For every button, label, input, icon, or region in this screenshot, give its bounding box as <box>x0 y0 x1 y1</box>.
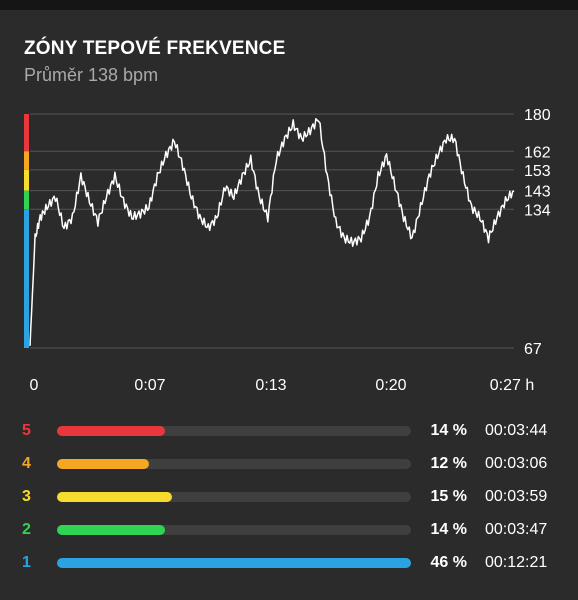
chart-title: ZÓNY TEPOVÉ FREKVENCE <box>24 38 286 59</box>
zone-duration: 00:03:47 <box>485 521 548 538</box>
zone-progress-track <box>57 492 411 502</box>
zone-row-3: 3 15 % 00:03:59 <box>0 485 578 509</box>
zone-duration: 00:12:21 <box>485 554 548 571</box>
y-tick-label: 153 <box>524 163 551 180</box>
zone-strip-segment <box>24 190 29 210</box>
x-axis-ticks: 0 0:07 0:13 0:20 0:27 h <box>30 377 535 394</box>
zone-percent: 12 % <box>430 455 467 472</box>
heart-rate-line-group <box>29 118 515 346</box>
zone-row-4: 4 12 % 00:03:06 <box>0 452 578 476</box>
zone-progress-track <box>57 558 411 568</box>
x-tick-label: 0:13 <box>255 377 286 394</box>
zone-row-1: 1 46 % 00:12:21 <box>0 551 578 575</box>
zone-number: 2 <box>22 521 31 538</box>
average-heart-rate: Průměr 138 bpm <box>24 65 159 85</box>
zone-row-2: 2 14 % 00:03:47 <box>0 518 578 542</box>
zone-number: 1 <box>22 554 31 571</box>
x-tick-label: 0:27 h <box>490 377 534 394</box>
zone-number: 4 <box>22 455 31 472</box>
zone-percent: 46 % <box>430 554 467 571</box>
zone-row-5: 5 14 % 00:03:44 <box>0 419 578 443</box>
x-tick-label: 0 <box>30 377 39 394</box>
zone-duration: 00:03:06 <box>485 455 548 472</box>
zone-strip-segment <box>24 151 29 170</box>
zone-progress-fill <box>57 426 165 436</box>
zone-color-strip <box>24 114 29 348</box>
zone-progress-fill <box>57 558 411 568</box>
zone-strip-segment <box>24 169 29 191</box>
status-bar-strip <box>0 0 578 10</box>
zone-percent: 14 % <box>430 521 467 538</box>
y-tick-label: 180 <box>524 107 551 124</box>
zone-number: 3 <box>22 488 31 505</box>
zone-percent: 14 % <box>430 422 467 439</box>
zone-progress-track <box>57 525 411 535</box>
y-tick-label: 162 <box>524 144 551 161</box>
y-tick-label: 143 <box>524 184 551 201</box>
zone-progress-fill <box>57 525 165 535</box>
zone-duration: 00:03:44 <box>485 422 548 439</box>
zone-progress-track <box>57 459 411 469</box>
zone-progress-fill <box>57 492 172 502</box>
zone-percent: 15 % <box>430 488 467 505</box>
zone-number: 5 <box>22 422 31 439</box>
zone-progress-fill <box>57 459 149 469</box>
y-tick-label: 134 <box>524 202 551 219</box>
zone-progress-track <box>57 426 411 436</box>
x-tick-label: 0:07 <box>134 377 165 394</box>
zone-strip-segment <box>24 209 29 348</box>
heart-rate-line <box>29 118 515 346</box>
y-tick-label: 67 <box>524 341 542 358</box>
x-tick-label: 0:20 <box>375 377 406 394</box>
zone-strip-segment <box>24 114 29 152</box>
zone-duration: 00:03:59 <box>485 488 548 505</box>
